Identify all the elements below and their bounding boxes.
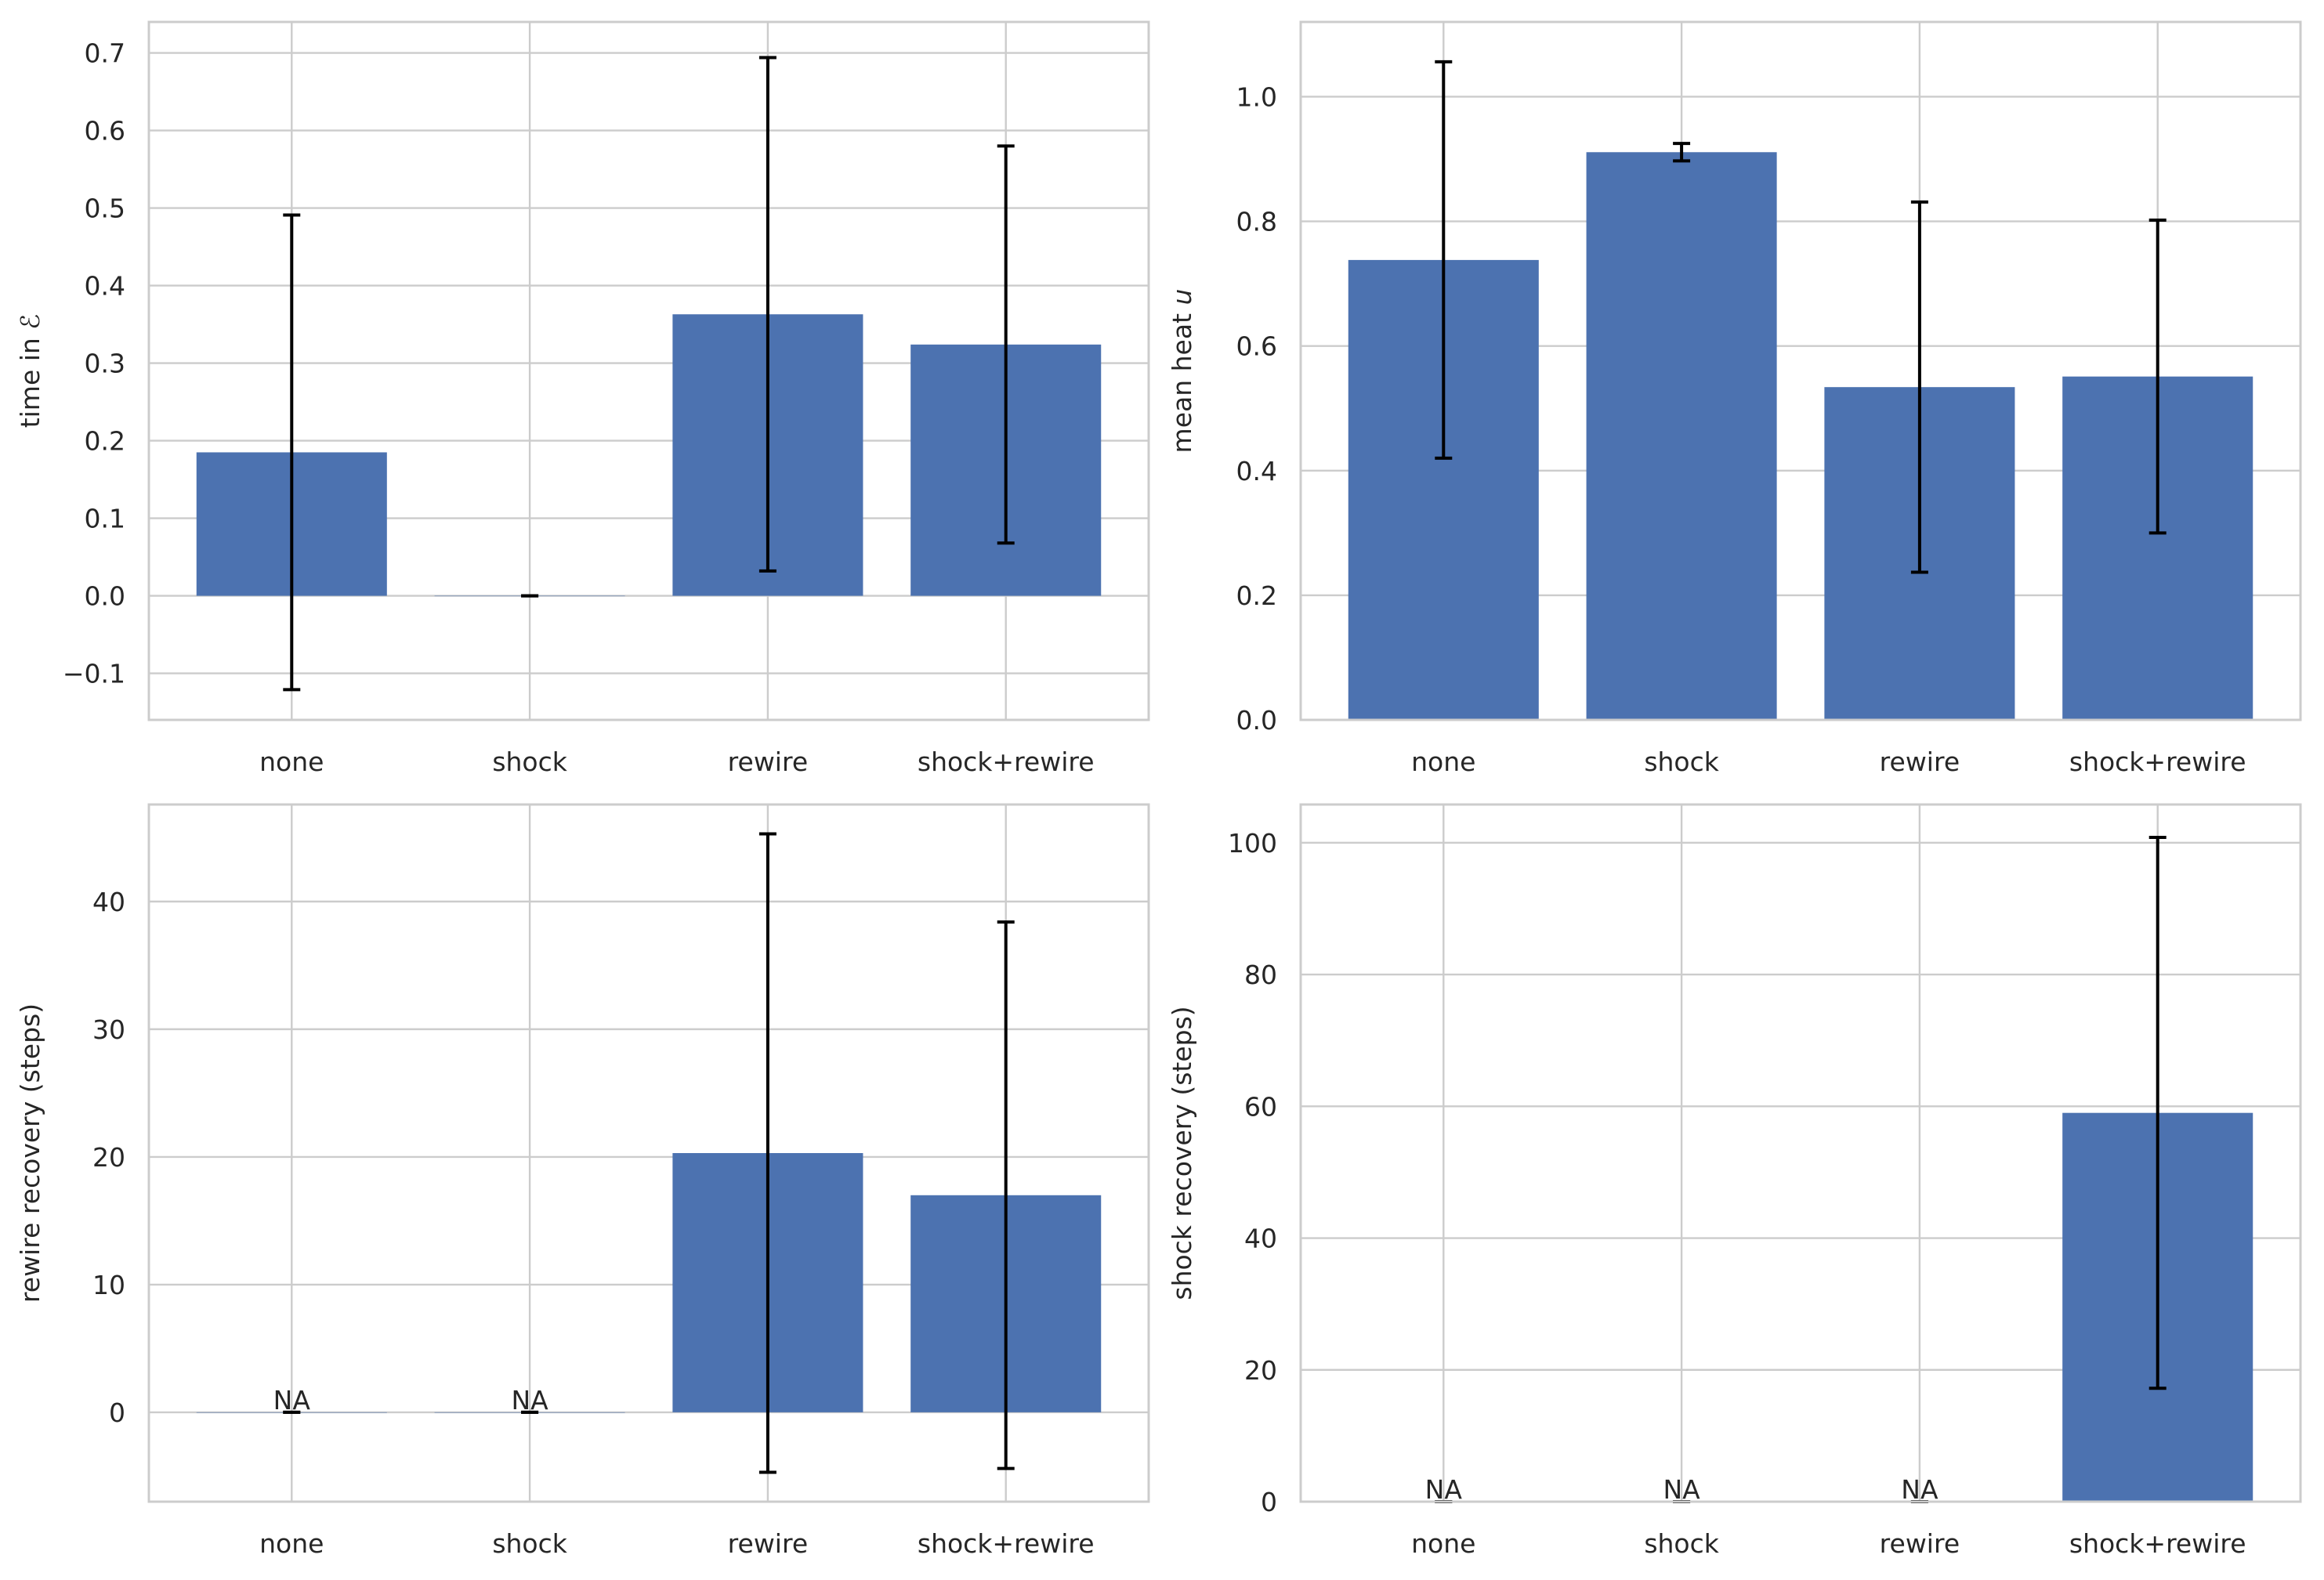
x-tick-label: shock — [1644, 1528, 1719, 1559]
y-axis-label: rewire recovery (steps) — [15, 1003, 45, 1303]
y-tick-label: 0.1 — [85, 504, 125, 534]
error-bar-rewire — [758, 56, 776, 573]
y-tick-label: 20 — [92, 1142, 125, 1173]
error-bar-none — [1435, 60, 1453, 460]
x-tick-label: shock — [492, 747, 567, 777]
y-axis-label: mean heat u — [1167, 289, 1197, 454]
x-tick-label: none — [1411, 747, 1475, 777]
error-bar-shock — [1673, 142, 1691, 163]
x-tick-label: rewire — [728, 1528, 808, 1559]
na-label: NA — [1425, 1474, 1463, 1505]
x-tick-label: shock+rewire — [2069, 747, 2246, 777]
y-tick-label: 0.4 — [85, 271, 125, 302]
y-tick-label: 0.0 — [85, 581, 125, 612]
axes-frame — [1299, 20, 2302, 721]
y-tick-label: 60 — [1244, 1091, 1277, 1122]
axes-frame — [147, 20, 1150, 721]
y-tick-label: 40 — [92, 887, 125, 917]
chart-panel-bottom-right: 0 20 40 60 80 100 none shock rewire shock+rewire N… — [1167, 803, 2302, 1559]
error-bar-rewire — [758, 832, 776, 1474]
bar-shock — [1586, 152, 1777, 720]
na-label: NA — [1663, 1474, 1700, 1505]
y-tick-label: −0.1 — [63, 659, 125, 689]
error-bar-shock+rewire — [2148, 836, 2167, 1390]
y-tick-label: 0.7 — [85, 38, 125, 69]
x-tick-label: shock+rewire — [918, 747, 1095, 777]
y-tick-label: 1.0 — [1236, 81, 1277, 112]
x-tick-label: rewire — [728, 747, 808, 777]
y-tick-label: 0.6 — [85, 116, 125, 146]
x-tick-label: none — [259, 1528, 324, 1559]
x-tick-label: rewire — [1880, 747, 1960, 777]
x-tick-label: none — [259, 747, 324, 777]
y-tick-label: 0.4 — [1236, 456, 1277, 486]
x-tick-label: shock — [1644, 747, 1719, 777]
na-label: NA — [511, 1385, 548, 1415]
error-bar-rewire — [1910, 200, 1928, 574]
x-tick-label: shock — [492, 1528, 567, 1559]
y-tick-label: 0.3 — [85, 349, 125, 379]
y-tick-label: 0 — [109, 1397, 125, 1428]
chart-panel-bottom-left: 0 10 20 30 40 none shock rewire shock+rewire NA NA… — [15, 803, 1150, 1559]
x-tick-label: rewire — [1880, 1528, 1960, 1559]
y-tick-label: 80 — [1244, 960, 1277, 990]
error-bar-shock+rewire — [997, 144, 1015, 545]
x-tick-label: shock+rewire — [2069, 1528, 2246, 1559]
chart-panel-top-left: −0.1 0.0 0.1 0.2 0.3 0.4 0.5 0.6 0.7 none shock rew… — [15, 20, 1150, 777]
x-tick-label: shock+rewire — [918, 1528, 1095, 1559]
y-tick-label: 0.0 — [1236, 705, 1277, 736]
y-tick-label: 40 — [1244, 1224, 1277, 1254]
y-tick-label: 0 — [1261, 1487, 1277, 1517]
error-bar-shock+rewire — [997, 920, 1015, 1470]
y-tick-label: 0.6 — [1236, 331, 1277, 362]
na-label: NA — [1901, 1474, 1938, 1505]
y-tick-label: 0.2 — [1236, 580, 1277, 611]
y-tick-label: 20 — [1244, 1355, 1277, 1386]
y-tick-label: 10 — [92, 1270, 125, 1300]
x-tick-label: none — [1411, 1528, 1475, 1559]
y-tick-label: 100 — [1228, 828, 1277, 859]
na-label: NA — [273, 1385, 311, 1415]
y-tick-label: 0.8 — [1236, 207, 1277, 237]
error-bar-shock+rewire — [2148, 218, 2167, 535]
chart-panel-top-right: 0.0 0.2 0.4 0.6 0.8 1.0 none shock rewire shock+r… — [1167, 20, 2302, 777]
error-bar-none — [283, 213, 301, 692]
axes-frame — [147, 803, 1150, 1503]
y-tick-label: 0.2 — [85, 426, 125, 457]
y-axis-label: shock recovery (steps) — [1167, 1006, 1197, 1300]
axes-frame — [1299, 803, 2302, 1503]
y-axis-label: time in ℰ — [15, 314, 45, 428]
y-tick-label: 0.5 — [85, 193, 125, 224]
y-tick-label: 30 — [92, 1014, 125, 1045]
